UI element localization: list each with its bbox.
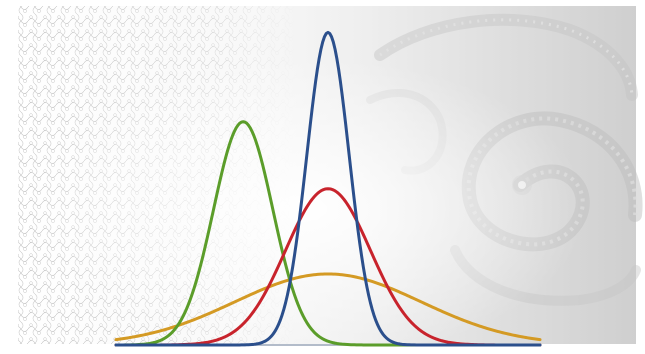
series-layer (114, 30, 542, 347)
series-line-2 (114, 272, 542, 342)
series-line-0 (114, 30, 542, 347)
center-glow (18, 6, 636, 344)
